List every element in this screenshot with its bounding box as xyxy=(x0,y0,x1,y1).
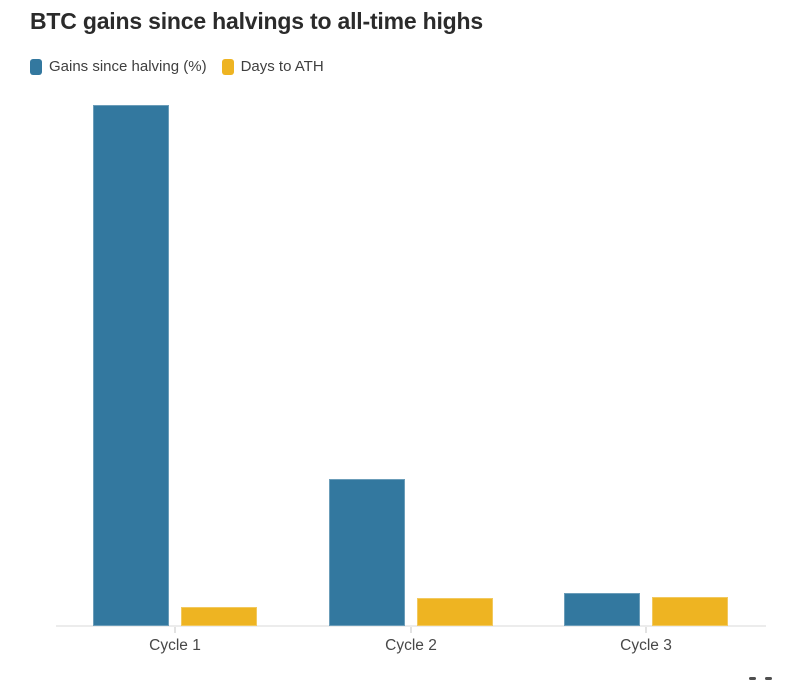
x-axis-label-cycle-1: Cycle 1 xyxy=(149,637,201,654)
x-axis-label-cycle-2: Cycle 2 xyxy=(385,637,437,654)
bar-days-cycle-1[interactable] xyxy=(181,607,257,626)
legend-item-1: Days to ATH xyxy=(221,58,324,75)
bar-gains-cycle-1[interactable] xyxy=(93,105,169,626)
chart-title: BTC gains since halvings to all-time hig… xyxy=(30,8,483,34)
x-axis-label-cycle-3: Cycle 3 xyxy=(620,637,672,654)
legend-label: Gains since halving (%) xyxy=(49,58,207,75)
cropped-glyph-right xyxy=(765,677,772,680)
bar-gains-cycle-2[interactable] xyxy=(329,479,405,626)
cropped-glyph-left xyxy=(749,677,756,680)
x-axis-tick xyxy=(645,627,647,633)
x-axis-line xyxy=(56,625,766,627)
legend-label: Days to ATH xyxy=(240,58,324,75)
legend-swatch-icon xyxy=(221,58,234,75)
bar-days-cycle-2[interactable] xyxy=(417,598,493,626)
legend: Gains since halving (%) Days to ATH xyxy=(30,58,324,75)
x-axis-tick xyxy=(174,627,176,633)
x-axis-tick xyxy=(410,627,412,633)
legend-swatch-icon xyxy=(30,58,42,75)
legend-item-0: Gains since halving (%) xyxy=(30,58,207,75)
bar-days-cycle-3[interactable] xyxy=(652,597,728,626)
bar-gains-cycle-3[interactable] xyxy=(564,593,640,626)
